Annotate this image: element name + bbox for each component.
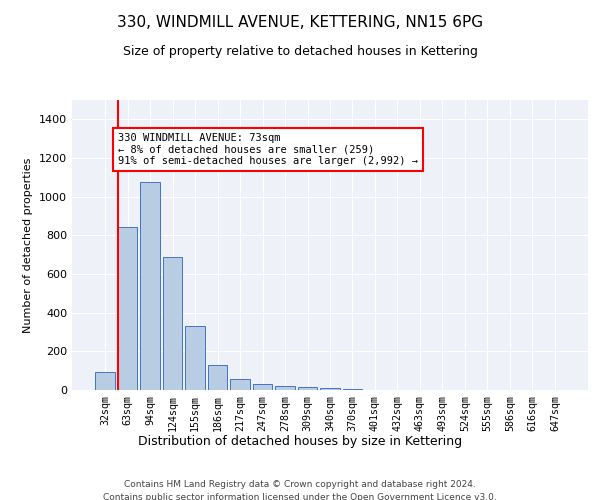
Bar [298,387,317,390]
Text: 330 WINDMILL AVENUE: 73sqm
← 8% of detached houses are smaller (259)
91% of semi: 330 WINDMILL AVENUE: 73sqm ← 8% of detac… [118,133,418,166]
Bar [275,386,295,390]
Bar [163,256,182,390]
Bar [118,226,137,390]
Bar [95,372,115,390]
Bar [140,182,160,390]
Text: 330, WINDMILL AVENUE, KETTERING, NN15 6PG: 330, WINDMILL AVENUE, KETTERING, NN15 6P… [117,15,483,30]
Bar [230,380,250,390]
Bar [185,326,205,390]
Bar [253,384,272,390]
Text: Distribution of detached houses by size in Kettering: Distribution of detached houses by size … [138,435,462,448]
Bar [343,389,362,390]
Text: Size of property relative to detached houses in Kettering: Size of property relative to detached ho… [122,45,478,58]
Text: Contains public sector information licensed under the Open Government Licence v3: Contains public sector information licen… [103,492,497,500]
Text: Contains HM Land Registry data © Crown copyright and database right 2024.: Contains HM Land Registry data © Crown c… [124,480,476,489]
Y-axis label: Number of detached properties: Number of detached properties [23,158,34,332]
Bar [320,388,340,390]
Bar [208,365,227,390]
